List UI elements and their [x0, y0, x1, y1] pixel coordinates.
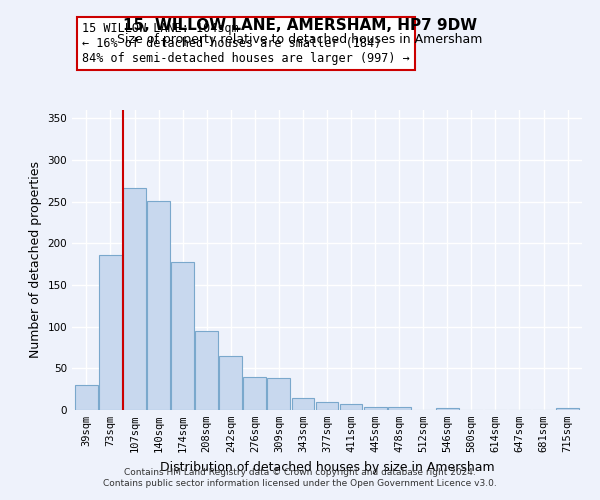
Bar: [292, 398, 314, 410]
Bar: [340, 404, 362, 410]
Bar: [195, 331, 218, 410]
Text: 15, WILLOW LANE, AMERSHAM, HP7 9DW: 15, WILLOW LANE, AMERSHAM, HP7 9DW: [123, 18, 477, 32]
Bar: [123, 188, 146, 410]
Bar: [220, 356, 242, 410]
Bar: [436, 408, 459, 410]
Bar: [99, 255, 122, 410]
Bar: [316, 402, 338, 410]
Bar: [244, 376, 266, 410]
Bar: [147, 201, 170, 410]
Text: Size of property relative to detached houses in Amersham: Size of property relative to detached ho…: [118, 32, 482, 46]
X-axis label: Distribution of detached houses by size in Amersham: Distribution of detached houses by size …: [160, 460, 494, 473]
Bar: [171, 262, 194, 410]
Bar: [268, 378, 290, 410]
Text: Contains HM Land Registry data © Crown copyright and database right 2024.
Contai: Contains HM Land Registry data © Crown c…: [103, 468, 497, 487]
Bar: [556, 408, 579, 410]
Bar: [388, 406, 410, 410]
Y-axis label: Number of detached properties: Number of detached properties: [29, 162, 42, 358]
Bar: [364, 406, 386, 410]
Text: 15 WILLOW LANE: 104sqm
← 16% of detached houses are smaller (184)
84% of semi-de: 15 WILLOW LANE: 104sqm ← 16% of detached…: [82, 22, 410, 65]
Bar: [75, 385, 98, 410]
